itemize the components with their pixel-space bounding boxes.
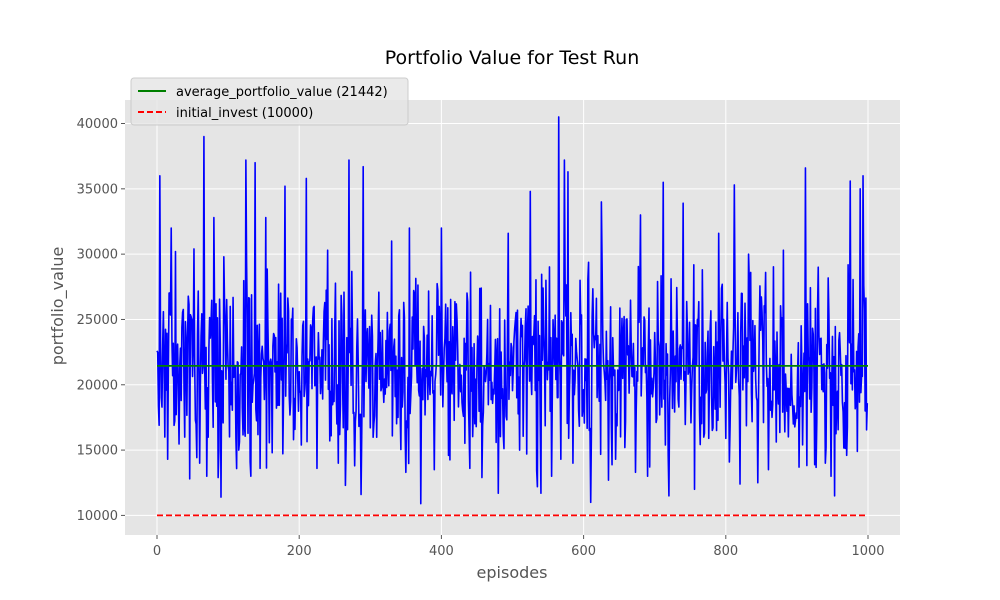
x-tick-label: 1000	[851, 544, 884, 559]
x-tick-label: 600	[571, 544, 596, 559]
x-tick-label: 0	[153, 544, 161, 559]
y-tick-label: 10000	[77, 509, 118, 524]
series-layer	[156, 116, 869, 517]
x-tick-label: 400	[429, 544, 454, 559]
y-tick-label: 40000	[77, 117, 118, 132]
x-tick-label: 800	[713, 544, 738, 559]
legend: average_portfolio_value (21442) initial_…	[130, 77, 409, 126]
axis-ticks: 0 200 400 600 800 1000 10000 15000 20000 25000 300…	[77, 117, 885, 559]
chart-title: Portfolio Value for Test Run	[385, 47, 639, 69]
y-tick-label: 35000	[77, 182, 118, 197]
y-tick-label: 25000	[77, 313, 118, 328]
y-tick-label: 30000	[77, 248, 118, 263]
y-tick-label: 20000	[77, 378, 118, 393]
legend-box	[130, 77, 409, 126]
legend-label-initial-invest: initial_invest (10000)	[176, 106, 313, 121]
x-axis-label: episodes	[477, 563, 548, 582]
legend-label-average: average_portfolio_value (21442)	[176, 85, 388, 100]
y-axis-label: portfolio_value	[48, 247, 68, 366]
y-tick-label: 15000	[77, 444, 118, 459]
series-line-portfolio-value	[156, 116, 869, 505]
x-tick-label: 200	[287, 544, 312, 559]
